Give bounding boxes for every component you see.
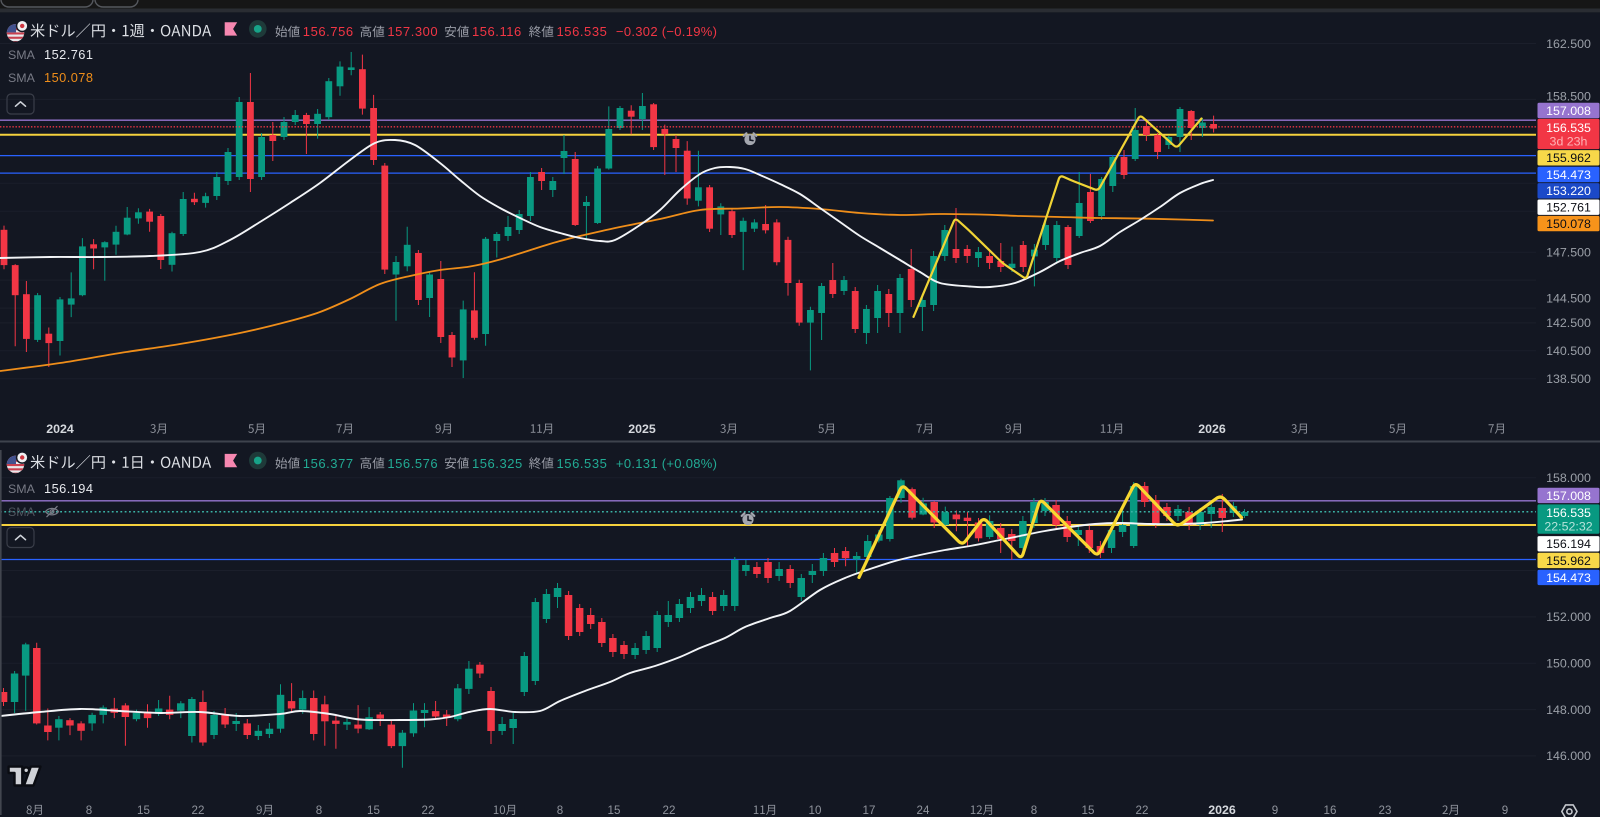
svg-text:22: 22 bbox=[422, 804, 435, 817]
svg-text:2025: 2025 bbox=[628, 422, 656, 436]
svg-text:148.000: 148.000 bbox=[1546, 703, 1591, 717]
svg-text:157.008: 157.008 bbox=[1546, 104, 1591, 118]
svg-text:10: 10 bbox=[809, 804, 822, 817]
svg-text:22: 22 bbox=[1136, 804, 1149, 817]
svg-text:155.962: 155.962 bbox=[1546, 554, 1591, 568]
svg-text:156.756: 156.756 bbox=[303, 24, 354, 39]
svg-text:162.500: 162.500 bbox=[1546, 37, 1591, 51]
svg-text:SMA: SMA bbox=[8, 505, 36, 519]
svg-text:24: 24 bbox=[917, 804, 930, 817]
svg-text:SMA: SMA bbox=[8, 48, 36, 62]
svg-text:+0.131 (+0.08%): +0.131 (+0.08%) bbox=[616, 456, 717, 471]
svg-text:140.500: 140.500 bbox=[1546, 344, 1591, 358]
svg-text:22: 22 bbox=[192, 804, 205, 817]
svg-text:156.535: 156.535 bbox=[1546, 506, 1591, 520]
svg-text:152.000: 152.000 bbox=[1546, 610, 1591, 624]
svg-text:17: 17 bbox=[863, 804, 876, 817]
svg-text:SMA: SMA bbox=[8, 71, 36, 85]
svg-text:146.000: 146.000 bbox=[1546, 749, 1591, 763]
svg-text:156.377: 156.377 bbox=[303, 456, 354, 471]
svg-text:154.473: 154.473 bbox=[1546, 168, 1591, 182]
svg-text:158.000: 158.000 bbox=[1546, 471, 1591, 485]
svg-text:8: 8 bbox=[86, 804, 92, 817]
svg-text:156.325: 156.325 bbox=[472, 456, 523, 471]
svg-text:157.300: 157.300 bbox=[387, 24, 438, 39]
svg-text:152.761: 152.761 bbox=[44, 47, 93, 62]
svg-text:8: 8 bbox=[557, 804, 563, 817]
svg-text:156.116: 156.116 bbox=[472, 24, 522, 39]
svg-text:156.194: 156.194 bbox=[44, 481, 93, 496]
svg-text:9: 9 bbox=[1502, 804, 1508, 817]
svg-text:153.220: 153.220 bbox=[1546, 184, 1591, 198]
svg-text:15: 15 bbox=[137, 804, 150, 817]
svg-text:150.078: 150.078 bbox=[44, 70, 93, 85]
svg-text:8: 8 bbox=[1031, 804, 1037, 817]
svg-text:157.008: 157.008 bbox=[1546, 489, 1591, 503]
svg-text:23: 23 bbox=[1379, 804, 1392, 817]
svg-text:22:52:32: 22:52:32 bbox=[1544, 519, 1592, 533]
svg-text:156.576: 156.576 bbox=[387, 456, 438, 471]
svg-text:15: 15 bbox=[1082, 804, 1095, 817]
svg-text:147.500: 147.500 bbox=[1546, 246, 1591, 260]
svg-text:144.500: 144.500 bbox=[1546, 291, 1591, 305]
svg-text:3d 23h: 3d 23h bbox=[1550, 134, 1588, 148]
svg-text:15: 15 bbox=[608, 804, 621, 817]
svg-text:154.473: 154.473 bbox=[1546, 571, 1591, 585]
svg-text:SMA: SMA bbox=[8, 482, 36, 496]
svg-text:2024: 2024 bbox=[46, 422, 74, 436]
svg-text:150.078: 150.078 bbox=[1546, 217, 1591, 231]
svg-text:155.962: 155.962 bbox=[1546, 151, 1591, 165]
svg-text:138.500: 138.500 bbox=[1546, 372, 1591, 386]
svg-text:156.194: 156.194 bbox=[1546, 537, 1591, 551]
svg-text:8: 8 bbox=[316, 804, 322, 817]
svg-text:150.000: 150.000 bbox=[1546, 657, 1591, 671]
svg-text:152.761: 152.761 bbox=[1546, 201, 1591, 215]
svg-text:158.500: 158.500 bbox=[1546, 90, 1591, 104]
svg-text:156.535: 156.535 bbox=[557, 24, 608, 39]
svg-text:9: 9 bbox=[1272, 804, 1278, 817]
svg-text:15: 15 bbox=[367, 804, 380, 817]
svg-text:156.535: 156.535 bbox=[1546, 121, 1591, 135]
svg-text:2026: 2026 bbox=[1208, 803, 1236, 817]
svg-text:2026: 2026 bbox=[1198, 422, 1226, 436]
svg-text:156.535: 156.535 bbox=[557, 456, 608, 471]
svg-text:16: 16 bbox=[1324, 804, 1337, 817]
svg-text:22: 22 bbox=[663, 804, 676, 817]
svg-text:142.500: 142.500 bbox=[1546, 316, 1591, 330]
svg-text:−0.302 (−0.19%): −0.302 (−0.19%) bbox=[616, 24, 717, 39]
